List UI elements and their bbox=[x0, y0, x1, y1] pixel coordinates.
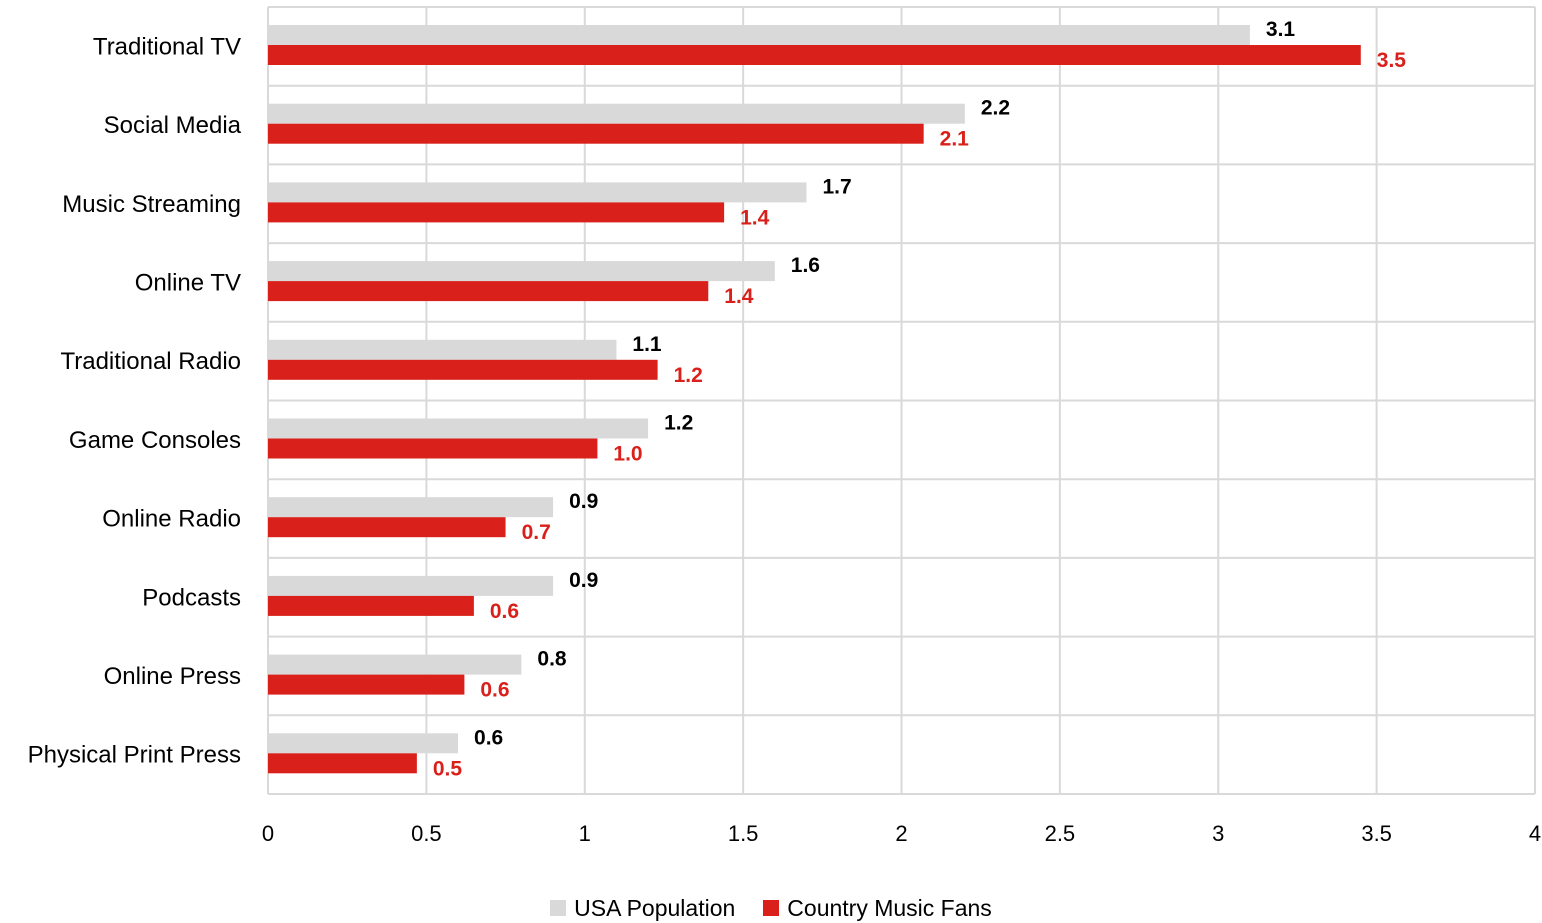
data-label-usa-population: 1.7 bbox=[822, 175, 851, 198]
bar-country-music-fans bbox=[268, 202, 725, 223]
data-label-usa-population: 1.2 bbox=[664, 412, 693, 435]
category-label: Online Radio bbox=[102, 506, 241, 533]
legend-label-usa-population: USA Population bbox=[574, 894, 736, 921]
data-label-usa-population: 1.1 bbox=[632, 333, 662, 356]
bar-country-music-fans bbox=[268, 517, 506, 538]
data-label-country-music-fans: 0.5 bbox=[433, 757, 463, 780]
legend-item-country-music-fans: Country Music Fans bbox=[763, 895, 992, 922]
bar-country-music-fans bbox=[268, 753, 417, 774]
data-label-country-music-fans: 0.6 bbox=[490, 600, 519, 623]
bar-country-music-fans bbox=[268, 595, 474, 616]
bar-country-music-fans bbox=[268, 281, 709, 302]
data-label-usa-population: 2.2 bbox=[981, 97, 1010, 120]
bar-usa-population bbox=[268, 339, 617, 360]
bar-usa-population bbox=[268, 654, 522, 675]
bar-country-music-fans bbox=[268, 359, 658, 380]
x-tick-label: 3 bbox=[1212, 821, 1224, 846]
data-label-country-music-fans: 1.4 bbox=[740, 206, 770, 229]
data-label-usa-population: 0.8 bbox=[537, 648, 567, 671]
bar-country-music-fans bbox=[268, 674, 465, 695]
x-tick-label: 0 bbox=[262, 821, 274, 846]
data-label-country-music-fans: 1.2 bbox=[674, 364, 703, 387]
x-tick-label: 4 bbox=[1529, 821, 1541, 846]
bar-usa-population bbox=[268, 261, 775, 282]
data-label-usa-population: 0.9 bbox=[569, 490, 598, 513]
legend-label-country-music-fans: Country Music Fans bbox=[787, 894, 992, 921]
category-label: Online TV bbox=[135, 269, 241, 296]
data-label-usa-population: 0.6 bbox=[474, 726, 503, 749]
data-label-country-music-fans: 1.4 bbox=[724, 285, 754, 308]
bar-country-music-fans bbox=[268, 45, 1361, 65]
category-label: Social Media bbox=[104, 112, 242, 139]
bar-usa-population bbox=[268, 733, 459, 754]
legend-item-usa-population: USA Population bbox=[550, 895, 735, 922]
data-label-country-music-fans: 2.1 bbox=[940, 128, 970, 151]
bar-chart: 0 0.5 1 1.5 2 2.5 3 3.5 4 Traditional TV 3.1 3.5 Soc… bbox=[28, 6, 1541, 846]
bar-usa-population bbox=[268, 103, 965, 124]
category-label: Traditional Radio bbox=[60, 348, 241, 375]
category-label: Game Consoles bbox=[69, 427, 241, 454]
x-tick-label: 3.5 bbox=[1361, 821, 1392, 846]
data-label-country-music-fans: 0.6 bbox=[480, 679, 509, 702]
data-label-usa-population: 1.6 bbox=[791, 254, 820, 277]
x-tick-label: 2.5 bbox=[1045, 821, 1076, 846]
category-label: Podcasts bbox=[142, 584, 241, 611]
data-label-country-music-fans: 3.5 bbox=[1377, 49, 1407, 72]
bar-usa-population bbox=[268, 418, 649, 439]
legend-swatch-country-music-fans bbox=[763, 900, 780, 916]
bar-usa-population bbox=[268, 25, 1250, 45]
legend: USA Population Country Music Fans bbox=[0, 893, 1542, 923]
legend-swatch-usa-population bbox=[550, 900, 567, 916]
category-label: Online Press bbox=[104, 663, 241, 690]
bar-country-music-fans bbox=[268, 123, 924, 144]
bar-usa-population bbox=[268, 575, 554, 596]
category-label: Physical Print Press bbox=[28, 742, 241, 769]
data-label-usa-population: 0.9 bbox=[569, 569, 598, 592]
data-label-country-music-fans: 0.7 bbox=[522, 521, 551, 544]
bar-usa-population bbox=[268, 182, 807, 203]
bar-usa-population bbox=[268, 497, 554, 518]
category-label: Traditional TV bbox=[93, 33, 241, 60]
data-label-usa-population: 3.1 bbox=[1266, 18, 1296, 41]
bar-country-music-fans bbox=[268, 438, 598, 459]
data-label-country-music-fans: 1.0 bbox=[613, 443, 642, 466]
x-tick-label: 1 bbox=[579, 821, 591, 846]
x-tick-label: 1.5 bbox=[728, 821, 759, 846]
x-tick-label: 0.5 bbox=[411, 821, 442, 846]
x-tick-label: 2 bbox=[895, 821, 907, 846]
category-label: Music Streaming bbox=[62, 191, 241, 218]
